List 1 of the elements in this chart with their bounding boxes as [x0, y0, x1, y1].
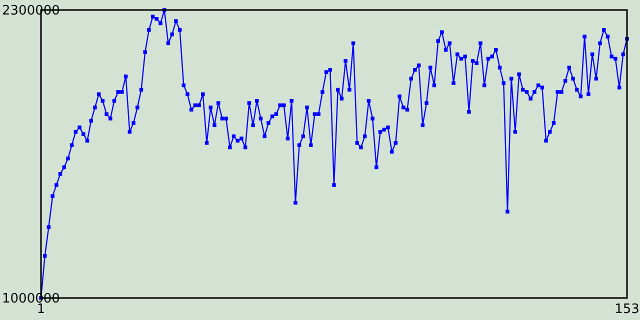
x-tick-label: 153	[614, 302, 640, 317]
